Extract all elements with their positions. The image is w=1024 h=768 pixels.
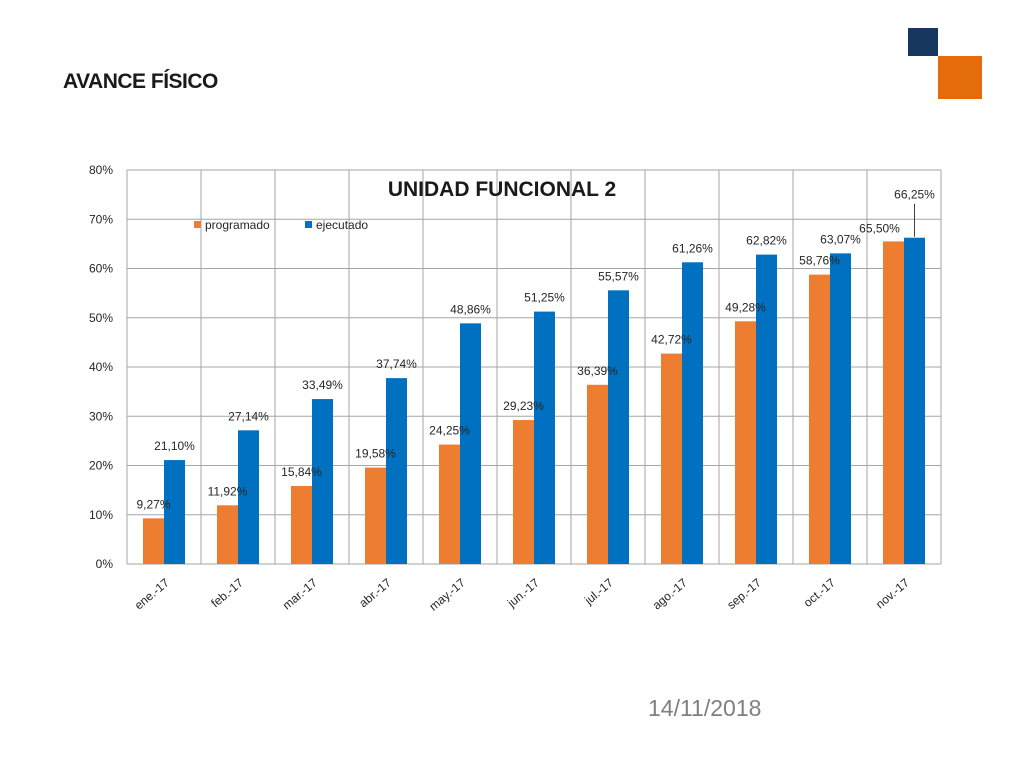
- data-label-ejecutado: 51,25%: [524, 291, 565, 305]
- bar-ejecutado: [904, 237, 925, 564]
- page-title: AVANCE FÍSICO: [63, 70, 218, 93]
- data-label-ejecutado: 27,14%: [228, 409, 269, 423]
- x-tick-label: sep.-17: [724, 575, 764, 612]
- orange-square-decoration: [938, 56, 982, 99]
- y-tick-label: 30%: [89, 409, 113, 423]
- legend-swatch-programado: [194, 221, 201, 228]
- navy-square-decoration: [908, 28, 938, 56]
- data-label-programado: 65,50%: [859, 221, 900, 235]
- y-tick-label: 10%: [89, 508, 113, 522]
- bar-programado: [291, 485, 312, 564]
- y-tick-label: 50%: [89, 311, 113, 325]
- bar-ejecutado: [238, 430, 259, 564]
- bar-ejecutado: [164, 460, 185, 564]
- data-label-ejecutado: 61,26%: [672, 241, 713, 255]
- y-tick-label: 60%: [89, 262, 113, 276]
- data-label-ejecutado: 55,57%: [598, 269, 639, 283]
- chart-legend: programado ejecutado: [194, 218, 368, 232]
- chart-data-labels: 9,27% 21,10% 11,92% 27,14% 15,84% 33,49% 19,58…: [136, 188, 935, 512]
- bar-programado: [587, 384, 608, 564]
- legend-label-ejecutado: ejecutado: [316, 218, 368, 232]
- y-tick-label: 40%: [89, 360, 113, 374]
- bar-programado: [809, 274, 830, 564]
- y-tick-label: 0%: [96, 557, 114, 571]
- y-tick-label: 20%: [89, 459, 113, 473]
- data-label-ejecutado: 33,49%: [302, 378, 343, 392]
- data-label-ejecutado: 62,82%: [746, 234, 787, 248]
- data-label-programado: 49,28%: [725, 300, 766, 314]
- chart-title: UNIDAD FUNCIONAL 2: [388, 178, 616, 201]
- bar-programado: [439, 444, 460, 564]
- y-tick-label: 70%: [89, 212, 113, 226]
- data-label-ejecutado: 21,10%: [154, 439, 195, 453]
- y-tick-label: 80%: [89, 163, 113, 177]
- data-label-ejecutado: 66,25%: [894, 188, 935, 202]
- data-label-programado: 36,39%: [577, 364, 618, 378]
- chart-bars: [143, 237, 925, 564]
- bar-ejecutado: [386, 378, 407, 564]
- x-tick-label: jun.-17: [504, 575, 542, 610]
- bar-programado: [735, 321, 756, 564]
- bar-ejecutado: [534, 311, 555, 564]
- bar-programado: [365, 467, 386, 564]
- slide-date: 14/11/2018: [648, 695, 762, 721]
- data-label-programado: 58,76%: [799, 254, 840, 268]
- y-axis-ticks: 0% 10% 20% 30% 40% 50% 60% 70% 80%: [89, 163, 113, 571]
- x-tick-label: feb.-17: [208, 575, 246, 610]
- legend-label-programado: programado: [205, 218, 270, 232]
- x-tick-label: abr.-17: [356, 575, 394, 610]
- bar-programado: [883, 241, 904, 564]
- x-tick-label: ago.-17: [650, 575, 690, 612]
- bar-ejecutado: [460, 323, 481, 564]
- x-tick-label: ene.-17: [132, 575, 172, 612]
- bar-ejecutado: [608, 290, 629, 564]
- data-label-programado: 11,92%: [208, 484, 248, 498]
- x-tick-label: mar.-17: [280, 575, 320, 612]
- data-label-programado: 29,23%: [503, 399, 544, 413]
- bar-programado: [143, 518, 164, 564]
- x-tick-label: jul.-17: [581, 575, 616, 608]
- legend-swatch-ejecutado: [305, 221, 312, 228]
- x-axis-ticks: ene.-17 feb.-17 mar.-17 abr.-17 may.-17 jun.-…: [132, 575, 912, 613]
- bar-ejecutado: [756, 254, 777, 564]
- data-label-ejecutado: 37,74%: [376, 357, 417, 371]
- bar-programado: [661, 353, 682, 564]
- bar-ejecutado: [682, 262, 703, 564]
- x-tick-label: may.-17: [426, 575, 468, 613]
- data-label-programado: 9,27%: [136, 497, 170, 511]
- data-label-programado: 24,25%: [429, 424, 470, 438]
- x-tick-label: oct.-17: [801, 575, 838, 610]
- bar-programado: [217, 505, 238, 564]
- data-label-programado: 19,58%: [355, 447, 396, 461]
- data-label-programado: 42,72%: [651, 333, 692, 347]
- bar-ejecutado: [312, 399, 333, 564]
- data-label-ejecutado: 63,07%: [820, 232, 861, 246]
- bar-programado: [513, 420, 534, 564]
- data-label-ejecutado: 48,86%: [450, 302, 491, 316]
- x-tick-label: nov.-17: [873, 575, 912, 611]
- bar-ejecutado: [830, 253, 851, 564]
- data-label-programado: 15,84%: [281, 465, 322, 479]
